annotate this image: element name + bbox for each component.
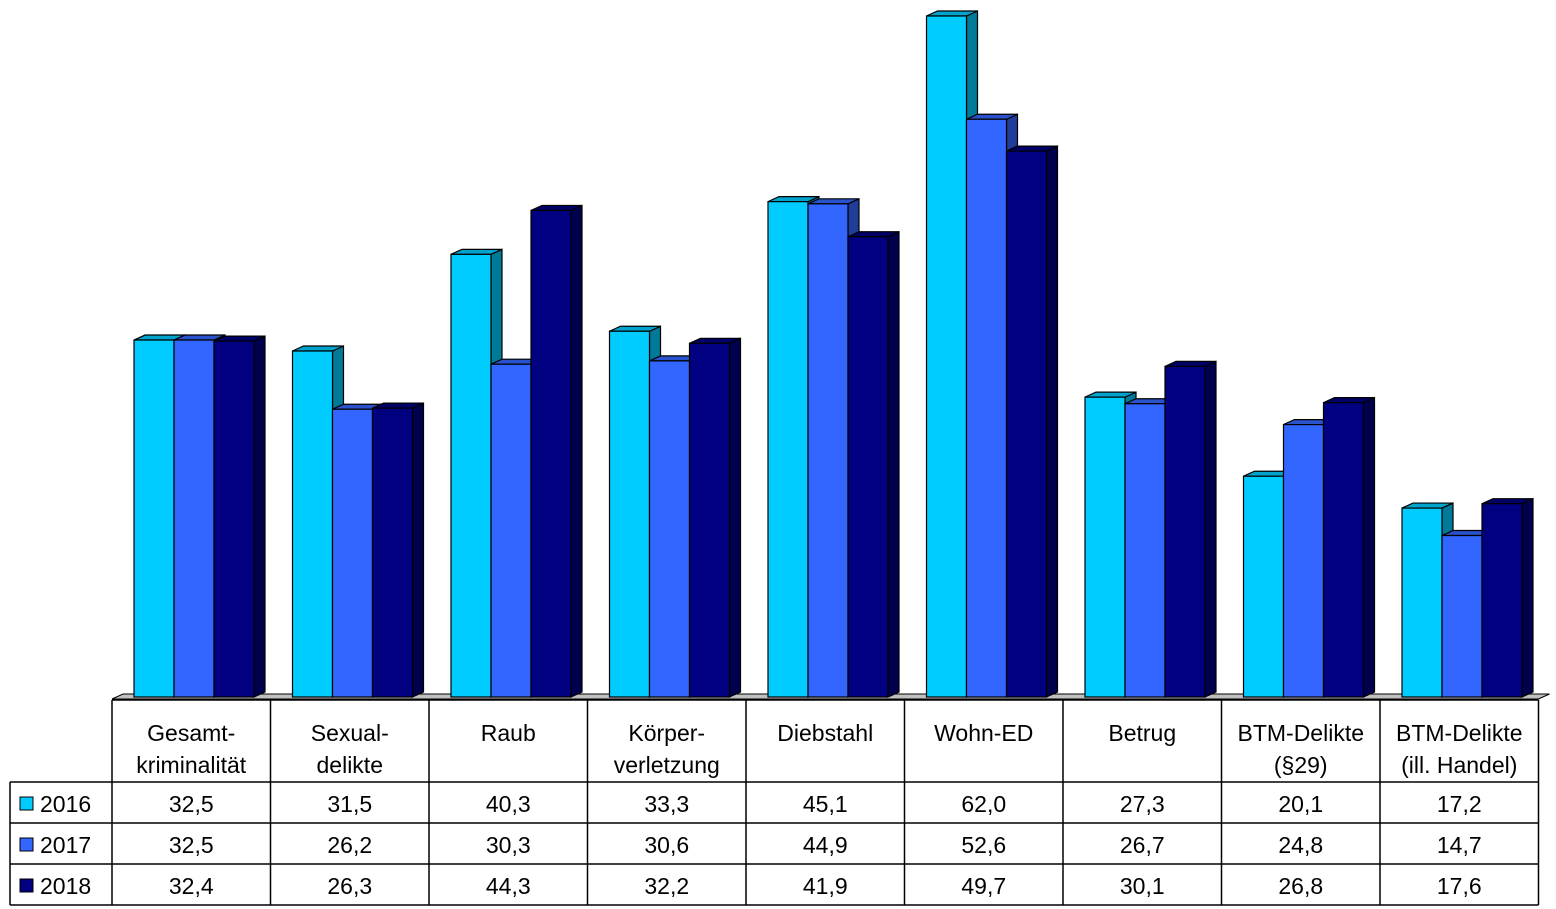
category-label: Körper- <box>628 720 705 746</box>
category-label: (ill. Handel) <box>1401 752 1517 778</box>
category-label: BTM-Delikte <box>1396 720 1523 746</box>
table-cell-value: 26,8 <box>1278 873 1323 899</box>
legend-swatch-2018 <box>19 878 34 893</box>
table-cell-value: 30,1 <box>1120 873 1165 899</box>
table-cell-value: 49,7 <box>961 873 1006 899</box>
bar-2018-8 <box>1481 497 1534 698</box>
table-cell-value: 30,3 <box>486 832 531 858</box>
legend-swatch-2016 <box>19 796 34 811</box>
category-label: Wohn-ED <box>934 720 1033 746</box>
bar-2018-7 <box>1322 396 1376 698</box>
table-cell-value: 62,0 <box>961 791 1006 817</box>
table-cell-value: 20,1 <box>1278 791 1323 817</box>
table-cell-value: 17,2 <box>1437 791 1482 817</box>
table-cell-value: 32,4 <box>169 873 214 899</box>
bar-2018-6 <box>1164 360 1217 698</box>
table-cell-value: 44,3 <box>486 873 531 899</box>
table-cell-value: 27,3 <box>1120 791 1165 817</box>
table-cell-value: 45,1 <box>803 791 848 817</box>
bar-2018-0 <box>213 335 266 698</box>
table-cell-value: 44,9 <box>803 832 848 858</box>
table-cell-value: 41,9 <box>803 873 848 899</box>
data-table: Gesamt-kriminalität Sexual-delikte Raub Kör… <box>9 699 1540 906</box>
category-label: (§29) <box>1274 752 1328 778</box>
table-cell-value: 31,5 <box>327 791 372 817</box>
table-cell-value: 30,6 <box>644 832 689 858</box>
bar-2018-2 <box>530 204 583 698</box>
bar-2018-5 <box>1005 145 1059 698</box>
legend-label-2017: 2017 <box>40 832 91 858</box>
category-label: Sexual- <box>311 720 389 746</box>
table-cell-value: 40,3 <box>486 791 531 817</box>
legend-label-2016: 2016 <box>40 791 91 817</box>
category-label: BTM-Delikte <box>1237 720 1364 746</box>
bar-2018-1 <box>371 402 425 698</box>
table-cell-value: 52,6 <box>961 832 1006 858</box>
category-label: Gesamt- <box>147 720 235 746</box>
category-label: kriminalität <box>136 752 247 778</box>
category-label: Diebstahl <box>777 720 873 746</box>
table-cell-value: 26,2 <box>327 832 372 858</box>
bars <box>133 10 1534 698</box>
table-cell-value: 32,5 <box>169 832 214 858</box>
table-cell-value: 14,7 <box>1437 832 1482 858</box>
category-label: verletzung <box>614 752 720 778</box>
category-label: Raub <box>481 720 536 746</box>
table-cell-value: 32,2 <box>644 873 689 899</box>
legend-label-2018: 2018 <box>40 873 91 899</box>
table-cell-value: 17,6 <box>1437 873 1482 899</box>
table-cell-value: 26,3 <box>327 873 372 899</box>
category-label: delikte <box>317 752 383 778</box>
table-cell-value: 24,8 <box>1278 832 1323 858</box>
table-cell-value: 26,7 <box>1120 832 1165 858</box>
bar-2018-4 <box>847 230 900 698</box>
table-cell-value: 32,5 <box>169 791 214 817</box>
table-cell-value: 33,3 <box>644 791 689 817</box>
category-label: Betrug <box>1108 720 1176 746</box>
bar-2018-3 <box>688 337 742 698</box>
legend-swatch-2017 <box>19 837 34 852</box>
